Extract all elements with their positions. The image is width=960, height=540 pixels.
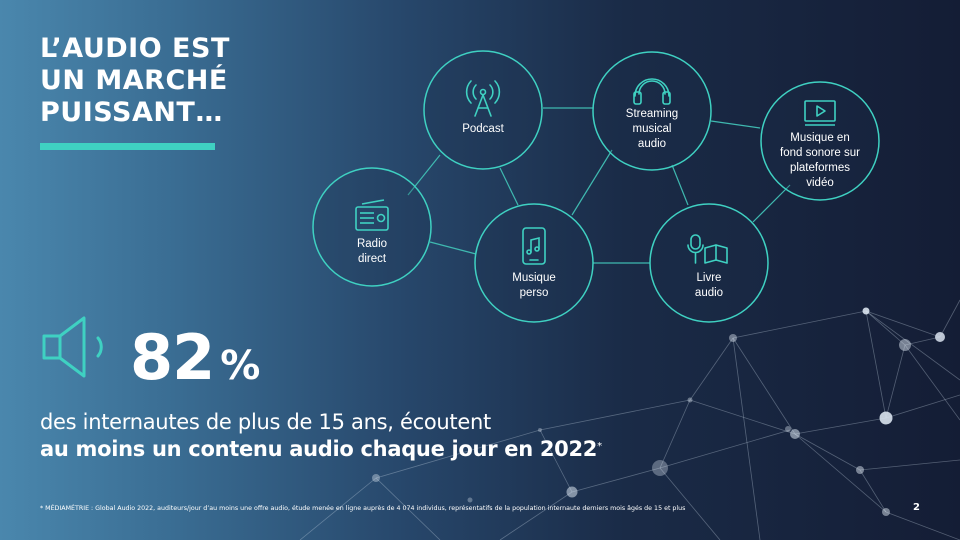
node-label-streaming: Streaming musical audio bbox=[625, 108, 679, 150]
node-podcast bbox=[423, 50, 543, 170]
node-label-podcast: Podcast bbox=[462, 123, 504, 135]
edge-streaming-video bbox=[710, 120, 761, 129]
footnote-marker: * bbox=[597, 441, 602, 452]
node-livre bbox=[649, 203, 769, 323]
title-underline bbox=[40, 143, 215, 150]
stat-description-line-1: des internautes de plus de 15 ans, écout… bbox=[40, 410, 491, 434]
stat-unit: % bbox=[220, 343, 260, 389]
node-radio bbox=[312, 167, 432, 287]
headphones-icon bbox=[633, 78, 671, 105]
edge-podcast-radio bbox=[407, 154, 441, 196]
edge-streaming-perso bbox=[571, 149, 613, 216]
node-label-perso: Musique perso bbox=[512, 272, 556, 299]
stat-description-line-2: au moins un contenu audio chaque jour en… bbox=[40, 436, 602, 462]
microphone-book-icon bbox=[687, 234, 728, 264]
node-label-radio: Radio direct bbox=[356, 238, 388, 265]
node-label-video: Musique en fond sonore sur plateformes v… bbox=[780, 132, 860, 189]
edge-podcast-perso bbox=[499, 167, 519, 206]
title-line-1: L’AUDIO EST bbox=[40, 33, 230, 64]
node-label-livre: Livre audio bbox=[694, 272, 724, 299]
radio-icon bbox=[355, 199, 389, 231]
node-perso bbox=[474, 203, 594, 323]
edge-video-livre bbox=[752, 184, 791, 223]
node-streaming bbox=[592, 51, 712, 171]
smartphone-music-icon bbox=[522, 227, 546, 265]
title-line-3: PUISSANT… bbox=[40, 97, 223, 128]
title-line-2: UN MARCHÉ bbox=[40, 65, 228, 96]
node-video bbox=[760, 81, 880, 201]
edge-radio-perso bbox=[429, 241, 477, 255]
stat-number: 82 bbox=[130, 321, 215, 394]
edge-streaming-livre bbox=[671, 164, 689, 206]
footnote: * MÉDIAMÉTRIE : Global Audio 2022, audit… bbox=[40, 505, 686, 512]
page-title: L’AUDIO EST UN MARCHÉ PUISSANT… bbox=[40, 33, 230, 129]
video-play-icon bbox=[804, 100, 836, 126]
podcast-antenna-icon bbox=[465, 80, 501, 117]
speaker-icon bbox=[42, 316, 103, 378]
stat-value: 82% bbox=[130, 321, 260, 402]
stat-description-line-2-text: au moins un contenu audio chaque jour en… bbox=[40, 437, 598, 461]
page-number: 2 bbox=[913, 502, 920, 513]
